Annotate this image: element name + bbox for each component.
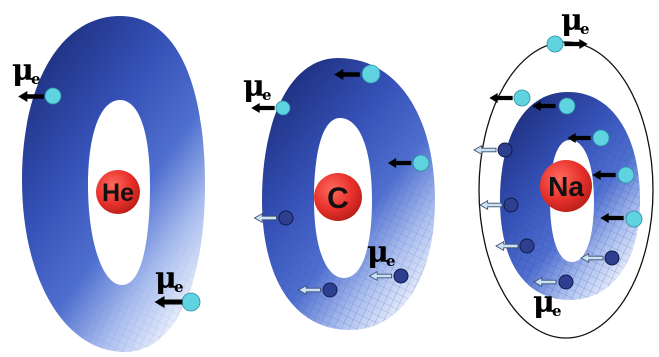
mu-label: μ — [533, 285, 555, 320]
electron-cyan — [546, 35, 564, 53]
electron-cyan — [361, 64, 381, 84]
mu-label: μ — [243, 69, 265, 104]
electron-navy — [558, 274, 574, 290]
atom-helium: He μ e μ e — [12, 16, 205, 352]
electron-navy — [393, 268, 409, 284]
arrow-left-hollow-icon — [479, 200, 503, 210]
arrow-left-hollow-icon — [473, 145, 497, 155]
electron-navy — [519, 238, 535, 254]
electron-cyan — [625, 210, 643, 228]
mu-label: μ — [367, 235, 389, 270]
electron-cyan — [44, 87, 62, 105]
electron-navy — [497, 142, 513, 158]
mu-subscript: e — [552, 302, 562, 320]
mu-subscript: e — [262, 86, 272, 104]
arrow-left-filled-icon — [251, 103, 275, 113]
mu-label: μ — [155, 261, 177, 296]
nucleus-helium — [96, 170, 140, 214]
electron-navy — [604, 250, 620, 266]
electron-cyan — [275, 100, 291, 116]
arrow-left-filled-icon — [489, 93, 513, 103]
mu-label: μ — [12, 53, 34, 88]
nucleus-label-sodium: Na — [548, 171, 584, 202]
electron-cyan — [592, 129, 610, 147]
electron-cyan — [513, 89, 531, 107]
arrow-right-filled-icon — [564, 39, 588, 49]
mu-subscript: e — [31, 70, 41, 88]
electron-cyan — [558, 97, 576, 115]
mu-subscript: e — [386, 252, 396, 270]
nucleus-carbon — [314, 173, 362, 221]
electron-navy — [278, 210, 294, 226]
mu-subscript: e — [580, 20, 590, 38]
electron-cyan — [412, 154, 430, 172]
atom-carbon: C μ e μ e — [243, 58, 435, 330]
nucleus-label-helium: He — [102, 179, 134, 207]
electron-cyan — [617, 166, 635, 184]
electron-cyan — [181, 292, 201, 312]
mu-label: μ — [561, 3, 583, 38]
mu-subscript: e — [174, 278, 184, 296]
nucleus-label-carbon: C — [327, 182, 349, 215]
nucleus-sodium — [540, 160, 592, 212]
atom-sodium: Na μ e μ e — [473, 3, 654, 339]
electron-navy — [322, 282, 338, 298]
electron-navy — [503, 197, 519, 213]
